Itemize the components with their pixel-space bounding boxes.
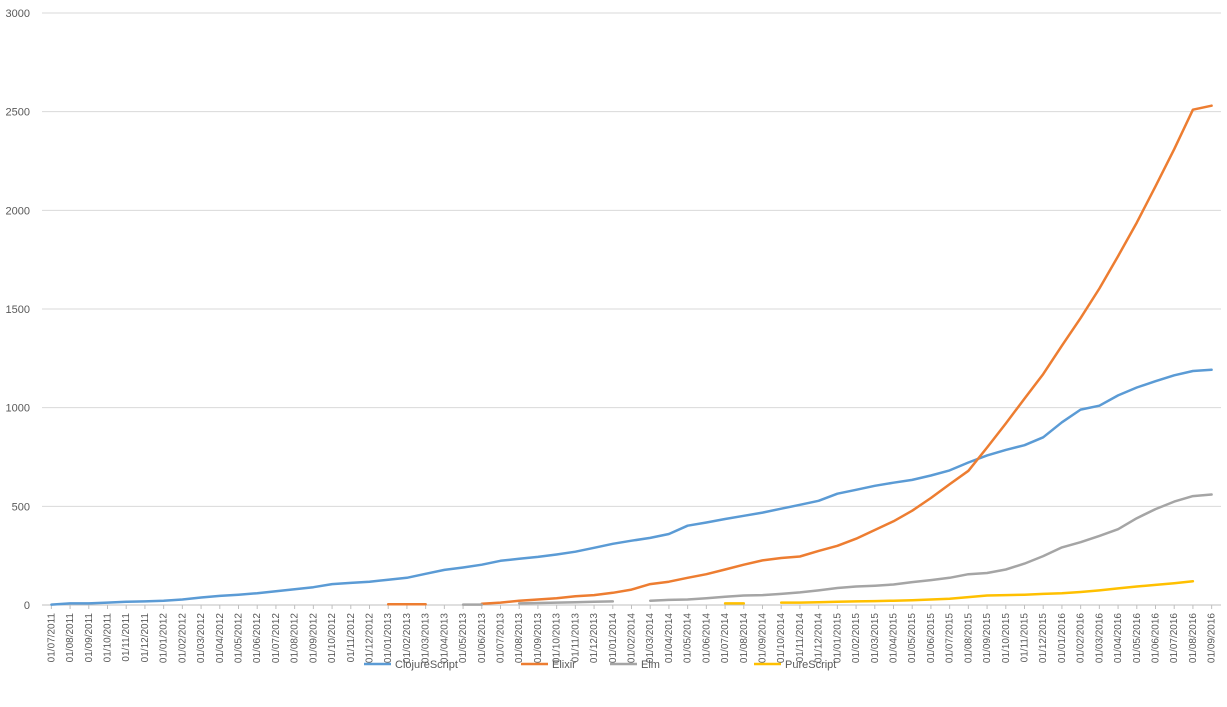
series-lines — [50, 104, 1213, 606]
y-tick-label: 1500 — [6, 304, 30, 316]
x-tick-label: 01/09/2016 — [1207, 613, 1218, 663]
x-tick-label: 01/10/2015 — [1001, 613, 1012, 663]
x-tick-label: 01/07/2013 — [496, 613, 507, 663]
x-tick-label: 01/11/2015 — [1020, 613, 1031, 663]
x-tick-label: 01/02/2012 — [177, 613, 188, 663]
legend-label: Elm — [641, 659, 660, 671]
x-tick-label: 01/06/2015 — [926, 613, 937, 663]
series-line-segment — [779, 580, 1195, 604]
x-tick-label: 01/01/2013 — [383, 613, 394, 663]
series-line-segment — [648, 493, 1213, 602]
y-tick-label: 1000 — [6, 403, 30, 415]
x-tick-label: 01/05/2016 — [1132, 613, 1143, 663]
x-tick-label: 01/03/2014 — [645, 613, 656, 663]
legend: ClojureScript Elixir Elm PureScript — [364, 659, 836, 671]
x-tick-label: 01/08/2011 — [65, 613, 76, 663]
x-tick-label: 01/03/2012 — [196, 613, 207, 663]
x-tick-label: 01/06/2013 — [477, 613, 488, 663]
x-tick-label: 01/09/2015 — [982, 613, 993, 663]
x-tick-label: 01/01/2016 — [1057, 613, 1068, 663]
x-tick-label: 01/06/2014 — [701, 613, 712, 663]
x-tick-label: 01/12/2011 — [140, 613, 151, 663]
x-tick-label: 01/04/2014 — [664, 613, 675, 663]
x-tick-label: 01/07/2014 — [720, 613, 731, 663]
legend-label: PureScript — [785, 659, 836, 671]
series-line-segment — [480, 104, 1213, 606]
x-tick-label: 01/04/2015 — [889, 613, 900, 663]
x-tick-label: 01/05/2015 — [907, 613, 918, 663]
x-tick-label: 01/11/2013 — [570, 613, 581, 663]
y-axis-tick-labels: 0 500 1000 1500 2000 2500 3000 — [6, 8, 30, 612]
series-purescript — [723, 580, 1195, 605]
series-clojurescript — [50, 368, 1213, 606]
x-tick-label: 01/12/2013 — [589, 613, 600, 663]
y-tick-label: 500 — [12, 501, 30, 513]
x-tick-label: 01/02/2013 — [402, 613, 413, 663]
y-tick-label: 2000 — [6, 205, 30, 217]
x-tick-label: 01/02/2016 — [1076, 613, 1087, 663]
x-tick-label: 01/11/2012 — [346, 613, 357, 663]
x-tick-label: 01/04/2016 — [1113, 613, 1124, 663]
x-tick-label: 01/01/2015 — [832, 613, 843, 663]
x-axis-tick-labels: 01/07/2011 01/08/2011 01/09/2011 01/10/2011… — [46, 605, 1218, 663]
series-line-segment — [50, 368, 1213, 606]
x-tick-label: 01/10/2014 — [776, 613, 787, 663]
x-tick-label: 01/10/2012 — [327, 613, 338, 663]
x-tick-label: 01/06/2016 — [1151, 613, 1162, 663]
x-tick-label: 01/09/2011 — [84, 613, 95, 663]
gridlines — [42, 12, 1221, 606]
x-tick-label: 01/09/2012 — [308, 613, 319, 663]
x-tick-label: 01/07/2016 — [1169, 613, 1180, 663]
x-tick-label: 01/12/2014 — [814, 613, 825, 663]
x-tick-label: 01/01/2012 — [159, 613, 170, 663]
x-tick-label: 01/01/2014 — [608, 613, 619, 663]
x-tick-label: 01/06/2012 — [252, 613, 263, 663]
y-tick-label: 0 — [24, 600, 30, 612]
series-elixir — [386, 104, 1213, 606]
y-tick-label: 2500 — [6, 107, 30, 119]
x-tick-label: 01/08/2015 — [963, 613, 974, 663]
series-elm — [461, 493, 1213, 606]
legend-label: ClojureScript — [395, 659, 458, 671]
x-tick-label: 01/04/2012 — [215, 613, 226, 663]
x-tick-label: 01/03/2013 — [421, 613, 432, 663]
y-tick-label: 3000 — [6, 8, 30, 20]
x-tick-label: 01/11/2014 — [795, 613, 806, 663]
x-tick-label: 01/10/2013 — [552, 613, 563, 663]
x-tick-label: 01/07/2015 — [945, 613, 956, 663]
x-tick-label: 01/05/2013 — [458, 613, 469, 663]
x-tick-label: 01/03/2016 — [1094, 613, 1105, 663]
series-line-segment — [517, 600, 615, 605]
x-tick-label: 01/12/2012 — [365, 613, 376, 663]
x-tick-label: 01/08/2014 — [739, 613, 750, 663]
x-tick-label: 01/05/2014 — [683, 613, 694, 663]
x-tick-label: 01/11/2011 — [121, 613, 132, 662]
x-tick-label: 01/12/2015 — [1038, 613, 1049, 663]
x-tick-label: 01/09/2013 — [533, 613, 544, 663]
x-tick-label: 01/09/2014 — [758, 613, 769, 663]
legend-label: Elixir — [552, 659, 576, 671]
x-tick-label: 01/08/2016 — [1188, 613, 1199, 663]
x-tick-label: 01/03/2015 — [870, 613, 881, 663]
x-tick-label: 01/04/2013 — [439, 613, 450, 663]
x-tick-label: 01/07/2011 — [46, 613, 57, 663]
x-tick-label: 01/02/2014 — [627, 613, 638, 663]
x-tick-label: 01/08/2012 — [290, 613, 301, 663]
x-tick-label: 01/08/2013 — [514, 613, 525, 663]
x-tick-label: 01/05/2012 — [234, 613, 245, 663]
x-tick-label: 01/10/2011 — [103, 613, 114, 663]
x-tick-label: 01/07/2012 — [271, 613, 282, 663]
x-tick-label: 01/02/2015 — [851, 613, 862, 663]
